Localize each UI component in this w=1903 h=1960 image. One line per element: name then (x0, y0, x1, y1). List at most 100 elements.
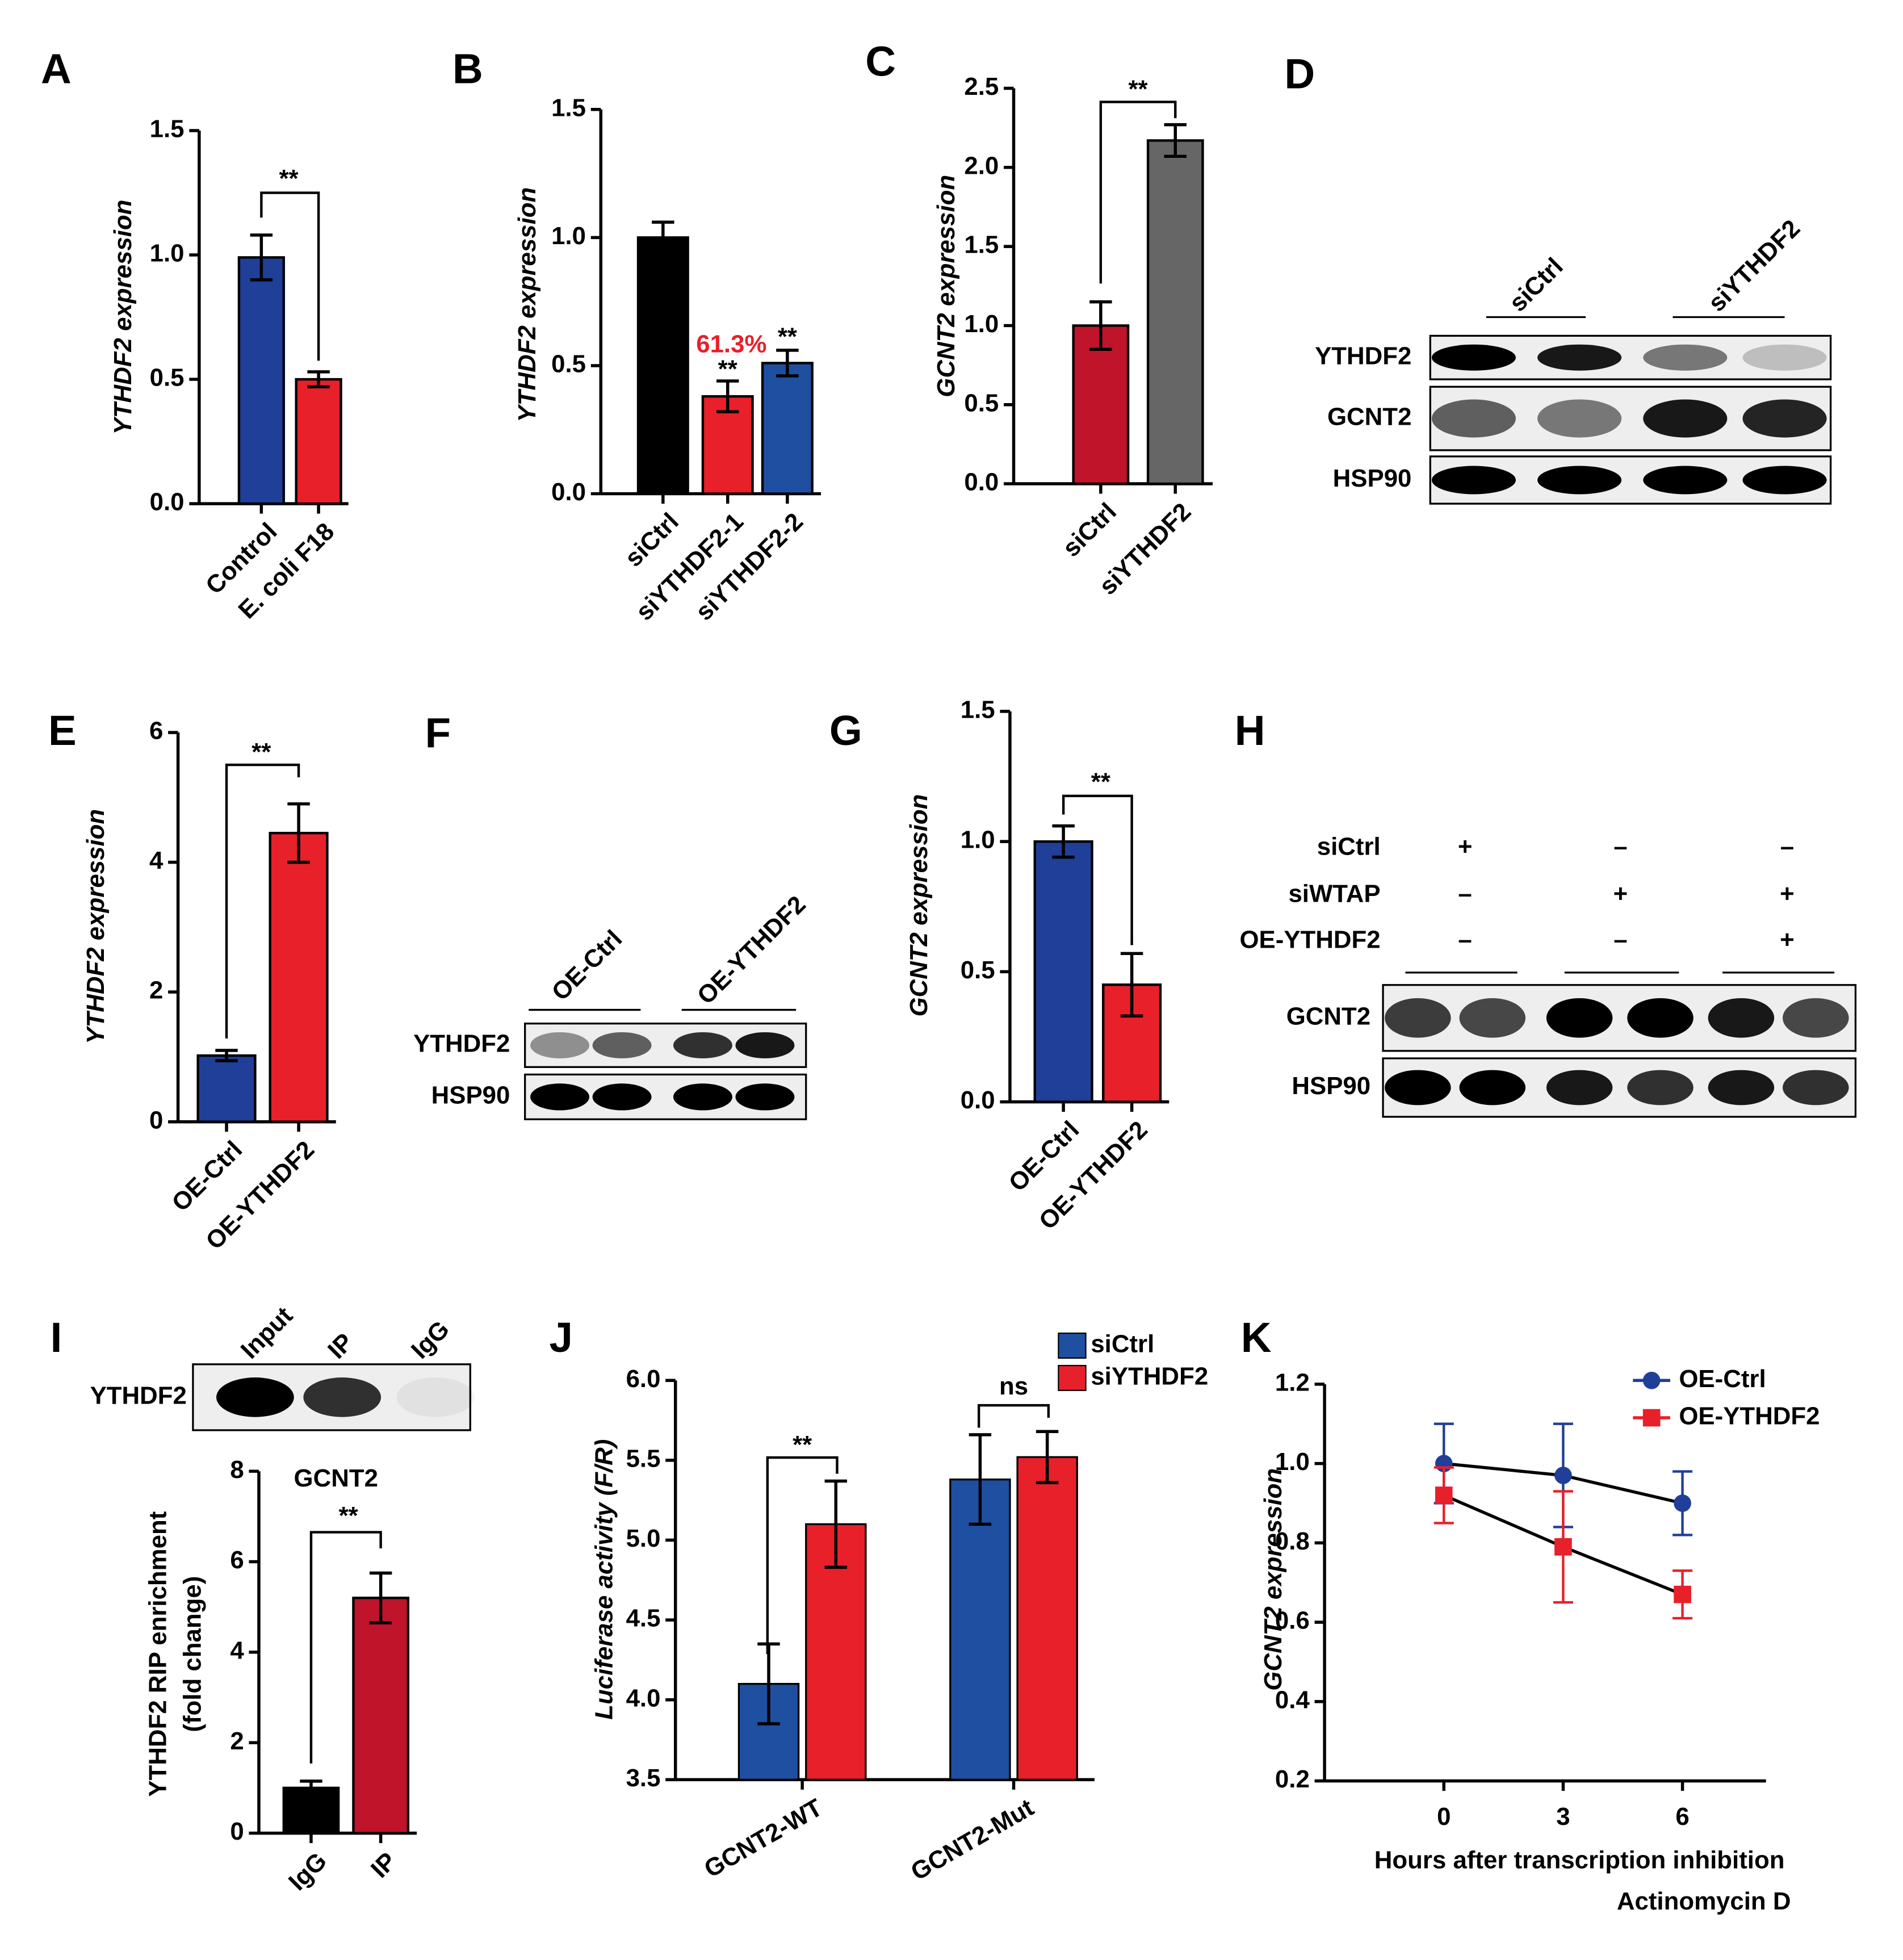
legend-label: siCtrl (1091, 1330, 1154, 1358)
y-tick-label: 0 (230, 1817, 244, 1845)
legend-label: OE-YTHDF2 (1679, 1402, 1820, 1430)
condition-sign: – (1458, 880, 1472, 908)
error-bar (287, 802, 310, 864)
band (1742, 399, 1827, 438)
error-bar (307, 370, 330, 388)
band (1459, 998, 1526, 1038)
y-tick-label: 1.5 (961, 696, 995, 723)
y-tick-label: 0.4 (1275, 1686, 1310, 1714)
y-tick-label: 5.5 (626, 1444, 661, 1472)
y-tick-label: 6 (230, 1546, 244, 1574)
band (1783, 998, 1849, 1038)
x-tick-label: GCNT2-WT (699, 1794, 827, 1883)
point (1435, 1486, 1453, 1504)
annotation: ** (252, 738, 271, 766)
error-bar (757, 1642, 780, 1726)
y-tick-label: 1.5 (964, 231, 999, 259)
legend-swatch (1058, 1332, 1087, 1359)
annotation: ** (1091, 768, 1110, 795)
y-tick-label: 5.0 (626, 1525, 661, 1552)
y-tick-label: 1.0 (150, 240, 185, 267)
band (1708, 998, 1775, 1038)
band (1431, 466, 1516, 495)
y-tick-label: 0.0 (961, 1086, 995, 1114)
y-tick-label: 1.5 (150, 115, 185, 143)
error-bar (300, 1779, 322, 1796)
x-tick-label: IgG (283, 1847, 332, 1896)
condition-label: siCtrl (1317, 832, 1381, 860)
band (1742, 466, 1827, 495)
y-tick-label: 6 (149, 717, 163, 745)
band (1627, 998, 1694, 1038)
y-axis-label: GCNT2 expression (932, 175, 960, 397)
y-tick-label: 2 (149, 977, 163, 1004)
error-bar (1120, 952, 1143, 1018)
y-tick-label: 4 (149, 847, 164, 874)
panel-letter: J (550, 1314, 573, 1361)
row-label: GCNT2 (1327, 403, 1411, 431)
point (1554, 1538, 1572, 1556)
significance-bracket (225, 763, 300, 1038)
y-tick-label: 4.5 (626, 1605, 661, 1632)
significance-bracket (260, 191, 320, 361)
panel-letter: F (425, 709, 451, 756)
legend-marker (1642, 1409, 1661, 1427)
band (673, 1032, 732, 1058)
legend-label: siYTHDF2 (1091, 1362, 1208, 1390)
annotation: ** (339, 1502, 358, 1530)
legend-swatch (1058, 1364, 1087, 1391)
point (1554, 1467, 1572, 1484)
y-tick-label: 6.0 (626, 1365, 661, 1393)
error-bar (652, 220, 674, 255)
condition-label: siWTAP (1288, 880, 1380, 908)
panel-letter: E (48, 707, 77, 754)
y-tick-label: 1.0 (551, 222, 586, 250)
lane-label: Input (236, 1301, 299, 1364)
bar (949, 1479, 1011, 1781)
error-bar (776, 349, 799, 378)
error-bar (716, 379, 739, 413)
annotation: ** (793, 1431, 812, 1459)
y-axis-label: (fold change) (179, 1576, 207, 1732)
panel-letter: B (452, 45, 483, 93)
y-tick-label: 0.5 (961, 956, 995, 984)
group-label: siYTHDF2 (1703, 215, 1805, 317)
y-tick-label: 1.2 (1275, 1368, 1310, 1396)
band (1431, 344, 1516, 371)
significance-bracket (766, 1456, 839, 1655)
band (1537, 399, 1622, 438)
y-axis-label: YTHDF2 RIP enrichment (144, 1511, 171, 1796)
band (1546, 1070, 1613, 1105)
y-tick-label: 1.0 (1275, 1448, 1310, 1476)
band (592, 1032, 652, 1058)
y-axis-label: YTHDF2 expression (82, 809, 110, 1044)
band (1546, 998, 1613, 1038)
band (396, 1377, 475, 1417)
condition-sign: + (1458, 832, 1473, 860)
annotation: 61.3% (696, 330, 766, 358)
bar (1033, 840, 1093, 1103)
band (1459, 1070, 1526, 1105)
band (1742, 344, 1827, 371)
y-tick-label: 0.8 (1275, 1527, 1310, 1555)
row-label: HSP90 (1333, 464, 1412, 492)
y-tick-label: 0.0 (150, 488, 185, 516)
y-tick-label: 0.5 (150, 364, 185, 392)
x-tick-label: 0 (1437, 1803, 1451, 1831)
condition-label: OE-YTHDF2 (1239, 926, 1380, 954)
panel-letter: I (51, 1314, 62, 1361)
panel-letter: A (41, 45, 72, 93)
y-axis-label: YTHDF2 expression (513, 187, 541, 422)
bar (295, 378, 342, 505)
band (592, 1083, 652, 1111)
annotation: ** (279, 165, 298, 192)
row-label: HSP90 (431, 1081, 510, 1109)
group-label: siCtrl (1504, 253, 1569, 317)
band (1537, 344, 1622, 371)
significance-bracket (977, 1404, 1050, 1428)
band (1643, 466, 1728, 495)
chart-title: GCNT2 (294, 1464, 378, 1492)
band (1537, 466, 1622, 495)
y-tick-label: 4.0 (626, 1684, 661, 1712)
